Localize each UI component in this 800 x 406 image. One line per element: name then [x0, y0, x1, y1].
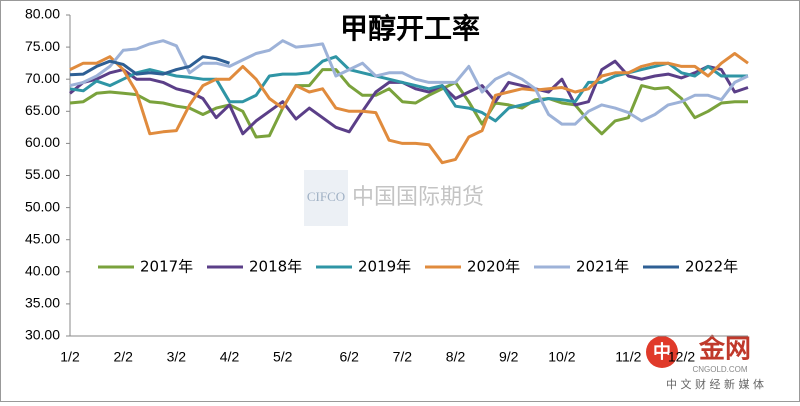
watermark-logo: CIFCO	[307, 189, 345, 204]
logo-name: 金网	[698, 334, 751, 365]
x-tick-label: 3/2	[167, 349, 187, 365]
y-tick-label: 70.00	[25, 70, 60, 86]
y-tick-label: 40.00	[25, 263, 60, 279]
y-tick-label: 45.00	[25, 230, 60, 246]
logo-circle	[646, 336, 678, 368]
series-line	[69, 55, 230, 77]
logo-url: CNGOLD.COM	[692, 365, 747, 374]
y-tick-label: 55.00	[25, 166, 60, 182]
legend-label: 2018年	[249, 258, 302, 276]
logo-slogan: 中 文 财 经 新 媒 体	[666, 377, 764, 391]
legend-label: 2022年	[685, 258, 738, 276]
y-tick-label: 65.00	[25, 102, 60, 118]
x-tick-label: 2/2	[113, 349, 133, 365]
x-tick-label: 6/2	[339, 349, 359, 365]
x-tick-label: 5/2	[273, 349, 293, 365]
x-tick-label: 8/2	[446, 349, 466, 365]
legend-label: 2017年	[140, 258, 193, 276]
watermark-box	[304, 170, 348, 226]
x-tick-label: 9/2	[499, 349, 519, 365]
x-tick-label: 1/2	[60, 349, 80, 365]
legend-label: 2020年	[467, 258, 520, 276]
series-line	[69, 68, 748, 139]
y-tick-label: 75.00	[25, 38, 60, 54]
y-tick-label: 30.00	[25, 327, 60, 343]
legend-label: 2021年	[576, 258, 629, 276]
x-tick-label: 12/2	[668, 349, 695, 365]
y-tick-label: 80.00	[25, 6, 60, 22]
x-tick-label: 11/2	[615, 349, 641, 365]
series-line	[69, 52, 749, 165]
series-line	[69, 59, 749, 136]
y-tick-label: 35.00	[25, 295, 60, 311]
legend-label: 2019年	[358, 258, 411, 276]
x-tick-label: 4/2	[220, 349, 240, 365]
chart-title: 甲醇开工率	[340, 12, 480, 45]
x-tick-label: 7/2	[393, 349, 413, 365]
y-tick-label: 50.00	[25, 198, 60, 214]
series-line	[69, 39, 749, 126]
y-tick-label: 60.00	[25, 134, 60, 150]
logo-mark: 中	[653, 341, 671, 363]
watermark-text: 中国国际期货	[352, 185, 484, 210]
x-tick-label: 10/2	[548, 349, 575, 365]
